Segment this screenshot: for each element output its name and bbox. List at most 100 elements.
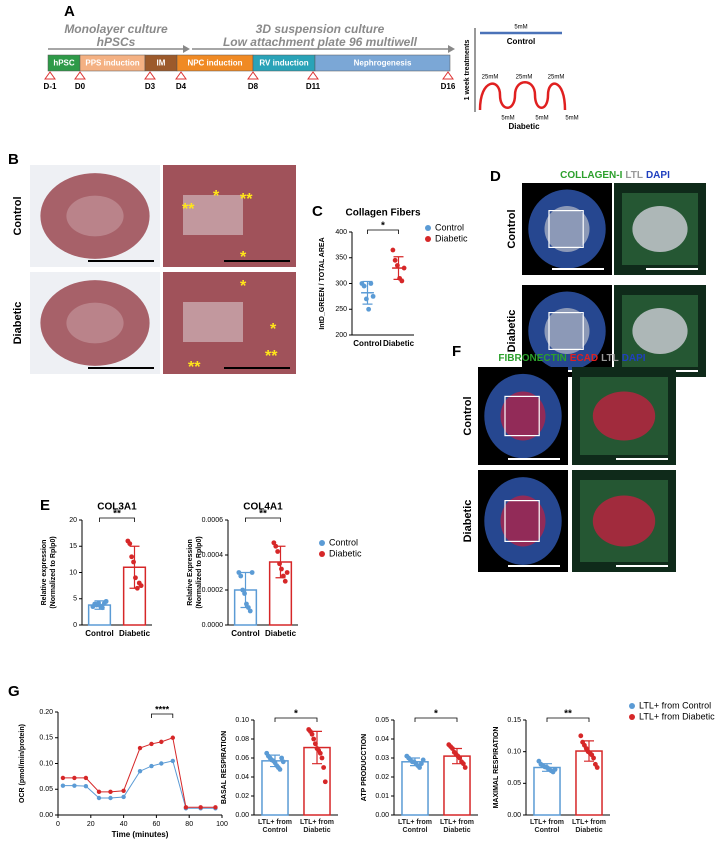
series-point [108, 789, 113, 795]
day-marker [247, 71, 259, 80]
x-axis-label: Time (minutes) [112, 830, 169, 839]
legend-label: LTL+ from Diabetic [639, 711, 715, 721]
x-tick-label: LTL+ from Diabetic [440, 819, 474, 834]
day-marker [44, 71, 56, 80]
y-tick-label: 200 [335, 332, 347, 339]
significance-bracket [151, 713, 174, 718]
significance-bracket [414, 717, 458, 722]
stain-name: LTL [625, 170, 643, 181]
data-point [319, 755, 325, 761]
significance-label: ** [259, 509, 267, 520]
series-point [96, 795, 102, 801]
data-point [133, 575, 138, 581]
data-point [309, 731, 315, 737]
conc-label: 5mM [501, 116, 514, 122]
y-axis-label: IntD_GREEN / TOTAL AREA [319, 237, 326, 329]
data-point [279, 755, 285, 761]
series-point [159, 761, 164, 766]
stage-label: IM [157, 59, 166, 68]
data-point [578, 733, 584, 739]
significance-label: * [381, 221, 385, 232]
y-tick-label: 0.02 [235, 793, 249, 800]
chart-title: Collagen Fibers [345, 208, 420, 219]
y-tick-label: 0.00 [39, 812, 53, 819]
y-tick-label: 0.15 [507, 717, 521, 724]
fluorescence-core [544, 308, 590, 354]
significance-bracket [367, 229, 399, 234]
day-label: D0 [75, 82, 86, 91]
series-point [137, 745, 143, 751]
timeline-phase: 3D suspension culture [256, 22, 385, 36]
data-point [368, 281, 374, 286]
x-tick-label: 40 [120, 821, 128, 828]
legend-marker [319, 540, 325, 546]
y-tick-label: 0.06 [235, 755, 249, 762]
diabetic-label: Diabetic [508, 122, 540, 131]
chart-title: COL4A1 [243, 502, 283, 513]
stage-label: RV induction [259, 59, 308, 68]
series-point [121, 788, 126, 793]
y-tick-label: 300 [335, 280, 347, 287]
y-tick-label: 15 [69, 543, 77, 550]
data-point [317, 750, 323, 756]
histology-image-tissue-detail [66, 302, 124, 344]
panel-label: D [490, 168, 501, 185]
data-point [277, 767, 283, 772]
y-tick-label: 400 [335, 229, 347, 236]
day-label: D8 [248, 82, 259, 91]
legend-marker [629, 714, 635, 720]
y-axis-label: (Normalized to Rplp0) [196, 536, 203, 608]
data-point [460, 761, 466, 767]
data-point [311, 736, 317, 742]
stain-name: ECAD [570, 353, 598, 364]
data-point [280, 573, 286, 579]
conc-label: 5mM [514, 25, 527, 31]
data-point [242, 591, 247, 596]
x-tick-label: Control [353, 339, 381, 348]
significance-bracket [245, 517, 281, 522]
data-point [280, 759, 286, 765]
stain-title: COLLAGEN-I LTL DAPI [560, 170, 670, 181]
data-point [99, 605, 105, 611]
control-label: Control [507, 37, 535, 46]
data-point [363, 296, 369, 302]
bar [261, 760, 289, 816]
significance-label: ** [564, 709, 572, 720]
series-point [83, 775, 89, 781]
day-label: D16 [441, 82, 456, 91]
conc-label: 25mM [516, 75, 533, 81]
panel-label: B [8, 151, 19, 168]
data-point [129, 554, 135, 560]
legend-label: Control [329, 537, 358, 547]
y-tick-label: 10 [69, 569, 77, 576]
y-axis-label: (Normalized to Rplp0) [50, 536, 57, 608]
day-label: D4 [176, 82, 187, 91]
y-tick-label: 0.00 [235, 812, 249, 819]
x-tick-label: Control [85, 629, 113, 638]
fluorescence-core [500, 495, 546, 547]
y-tick-label: 0.08 [235, 736, 249, 743]
data-point [131, 559, 136, 565]
x-tick-label: 20 [87, 821, 95, 828]
series-point [108, 795, 113, 801]
day-label: D-1 [44, 82, 57, 91]
row-label: Control [506, 209, 518, 248]
stage-label: Nephrogenesis [354, 59, 412, 68]
series-point [96, 789, 102, 795]
stage-label: NPC induction [187, 59, 242, 68]
histology-mark: ** [240, 191, 253, 208]
y-axis-label: BASAL RESPIRATION [221, 731, 228, 804]
legend-marker [629, 703, 635, 709]
y-tick-label: 0.02 [375, 774, 389, 781]
data-point [138, 583, 144, 589]
day-marker [74, 71, 86, 80]
zoom-box [548, 312, 584, 351]
significance-label: ** [113, 509, 121, 520]
histology-mark: ** [182, 201, 195, 218]
zoom-box [504, 395, 540, 437]
conc-label: 25mM [548, 75, 565, 81]
bar [401, 761, 429, 816]
histology-zoom-texture [183, 302, 243, 342]
data-point [103, 598, 109, 604]
y-tick-label: 350 [335, 255, 347, 262]
